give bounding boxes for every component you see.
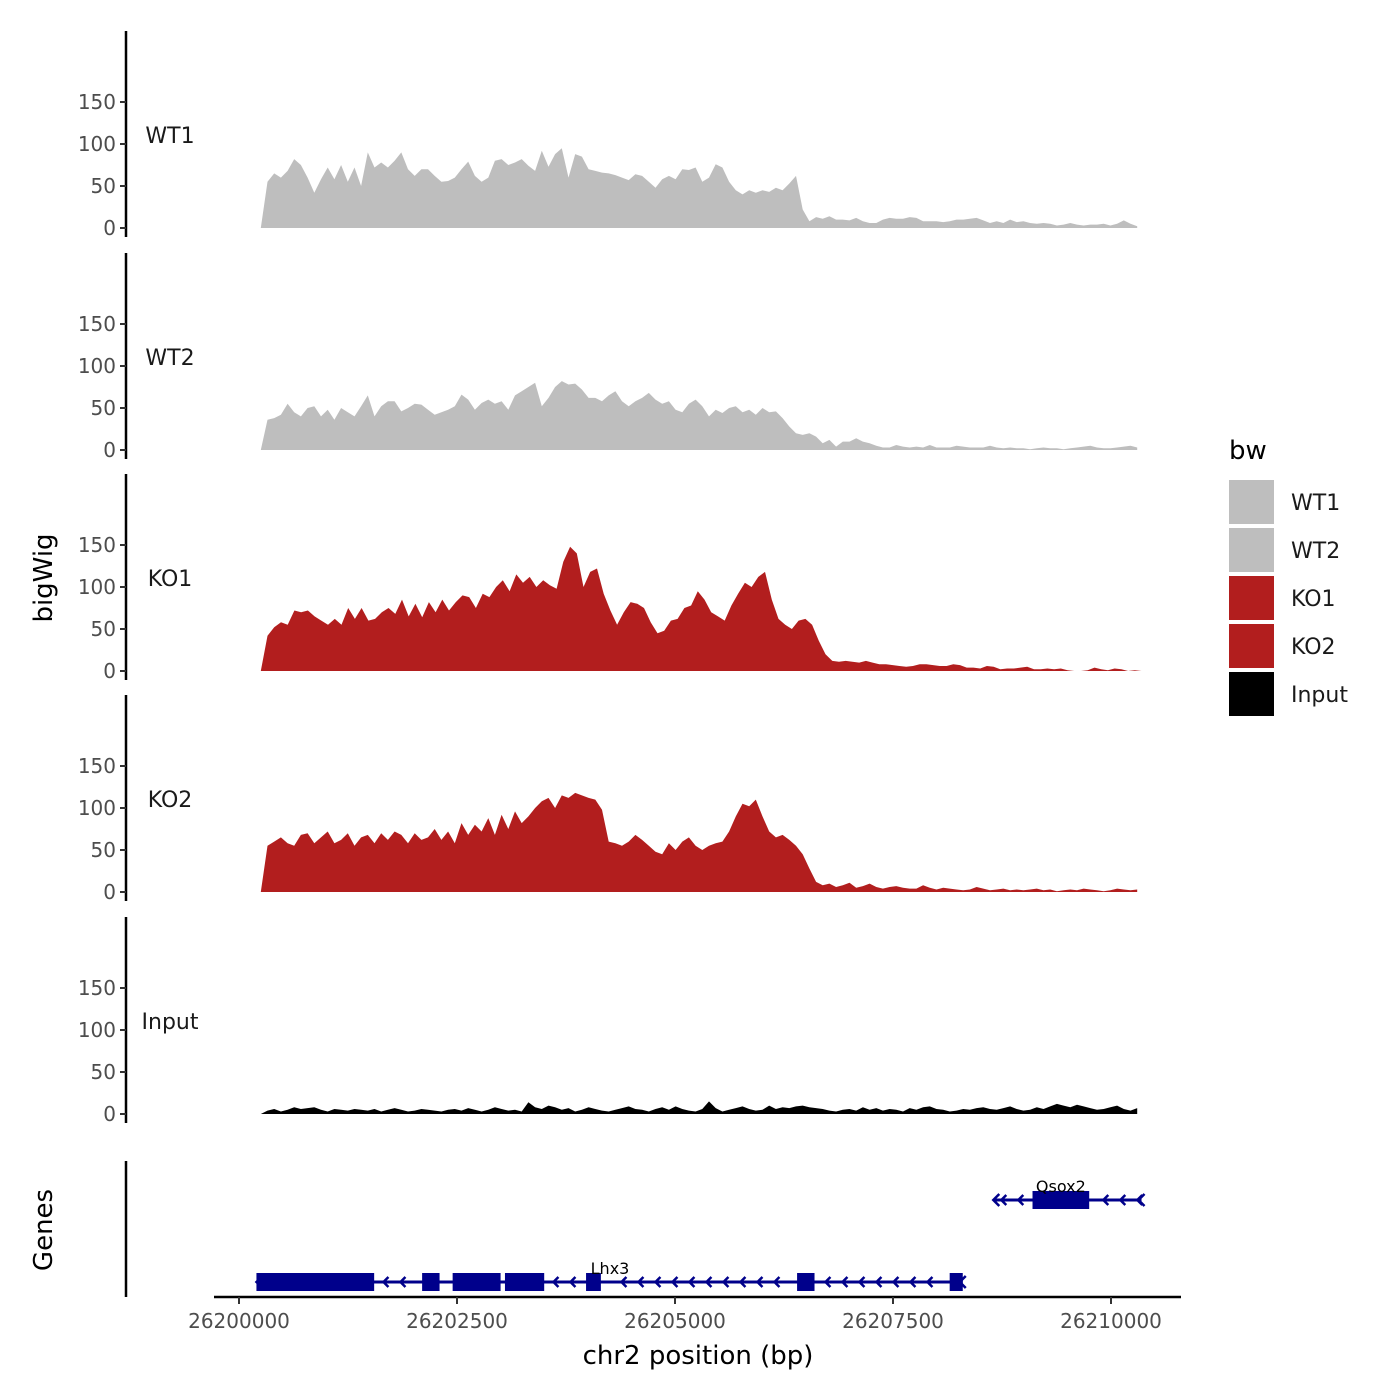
y-tick-label: 100 <box>78 796 116 820</box>
legend-label-input: Input <box>1291 683 1348 708</box>
y-tick-label: 100 <box>78 354 116 378</box>
y-tick-label: 0 <box>103 216 116 240</box>
coverage-area-wt1 <box>260 148 1138 228</box>
strand-arrow <box>891 1276 900 1288</box>
strand-arrow <box>857 1276 866 1288</box>
legend: bw WT1 WT2 KO1 KO2 Input <box>1229 436 1348 716</box>
gene-name-label: Lhx3 <box>591 1259 630 1278</box>
x-tick-label: 26200000 <box>188 1309 290 1333</box>
y-tick-label: 100 <box>78 1018 116 1042</box>
y-tick-label: 150 <box>78 312 116 336</box>
y-tick-label: 150 <box>78 533 116 557</box>
x-tick-label: 26205000 <box>624 1309 726 1333</box>
y-tick-label: 0 <box>103 880 116 904</box>
legend-title: bw <box>1229 436 1267 466</box>
y-tick-label: 100 <box>78 575 116 599</box>
y-tick-label: 50 <box>91 396 116 420</box>
gene-name-label: Qsox2 <box>1036 1177 1086 1196</box>
x-tick-label: 26202500 <box>406 1309 508 1333</box>
track-wt2: 0 50 100 150 WT2 <box>78 253 1138 462</box>
strand-arrow <box>551 1276 560 1288</box>
strand-arrow <box>1016 1194 1025 1206</box>
track-input: 0 50 100 150 Input <box>78 917 1138 1126</box>
track-label-ko2: KO2 <box>148 788 193 813</box>
strand-arrow <box>1118 1194 1127 1206</box>
coverage-area-ko1 <box>260 546 1142 671</box>
x-tick-label: 26207500 <box>842 1309 944 1333</box>
track-label-wt2: WT2 <box>145 346 194 371</box>
legend-label-ko2: KO2 <box>1291 635 1336 660</box>
strand-arrow <box>874 1276 883 1288</box>
coverage-tracks: 0 50 100 150 WT1 0 50 100 150 WT2 0 50 100 150 KO1 0 50 1… <box>78 31 1142 1126</box>
track-ko2: 0 50 100 150 KO2 <box>78 695 1138 904</box>
y-tick-label: 150 <box>78 754 116 778</box>
track-label-ko1: KO1 <box>148 567 193 592</box>
legend-key-input <box>1229 672 1274 716</box>
legend-label-wt1: WT1 <box>1291 491 1340 516</box>
exon <box>586 1273 601 1291</box>
strand-arrow <box>738 1276 747 1288</box>
strand-arrow <box>721 1276 730 1288</box>
strand-arrow <box>568 1276 577 1288</box>
strand-arrow <box>653 1276 662 1288</box>
strand-arrow <box>908 1276 917 1288</box>
strand-arrow <box>840 1276 849 1288</box>
legend-key-wt1 <box>1229 480 1274 524</box>
exon <box>452 1273 501 1291</box>
strand-arrow <box>1136 1193 1146 1207</box>
y-tick-label: 150 <box>78 90 116 114</box>
exon <box>422 1273 440 1291</box>
exon <box>949 1273 963 1291</box>
y-tick-label: 50 <box>91 617 116 641</box>
y-tick-label: 0 <box>103 1102 116 1126</box>
strand-arrow <box>704 1276 713 1288</box>
x-tick-label: 26210000 <box>1060 1309 1162 1333</box>
y-tick-label: 0 <box>103 659 116 683</box>
track-ko1: 0 50 100 150 KO1 <box>78 474 1142 683</box>
strand-arrow <box>772 1276 781 1288</box>
coverage-area-input <box>260 1101 1138 1114</box>
legend-label-wt2: WT2 <box>1291 539 1340 564</box>
y-tick-label: 50 <box>91 838 116 862</box>
y-tick-label: 0 <box>103 438 116 462</box>
legend-label-ko1: KO1 <box>1291 587 1336 612</box>
strand-arrow <box>1101 1194 1110 1206</box>
y-tick-label: 50 <box>91 1060 116 1084</box>
y-tick-label: 50 <box>91 174 116 198</box>
x-axis-title: chr2 position (bp) <box>583 1341 814 1371</box>
strand-arrow <box>999 1194 1008 1206</box>
exon <box>504 1273 545 1291</box>
strand-arrow <box>636 1276 645 1288</box>
strand-arrow <box>670 1276 679 1288</box>
gene-qsox2: Qsox2 <box>991 1177 1146 1209</box>
coverage-area-wt2 <box>260 381 1138 450</box>
y-tick-label: 150 <box>78 976 116 1000</box>
genes-axis-title: Genes <box>29 1189 59 1271</box>
strand-arrow <box>925 1276 934 1288</box>
legend-key-wt2 <box>1229 528 1274 572</box>
x-axis: 26200000 26202500 26205000 26207500 26210000 <box>188 1295 1181 1333</box>
exon <box>1032 1191 1090 1209</box>
strand-arrow <box>755 1276 764 1288</box>
gene-lhx3: Lhx3 <box>254 1259 967 1291</box>
strand-arrow <box>687 1276 696 1288</box>
strand-arrow <box>991 1193 1001 1207</box>
legend-key-ko2 <box>1229 624 1274 668</box>
coverage-area-ko2 <box>260 792 1138 892</box>
gene-track: Lhx3 Qsox2 <box>124 1161 1146 1297</box>
strand-arrow <box>381 1276 390 1288</box>
track-label-wt1: WT1 <box>145 124 194 149</box>
legend-key-ko1 <box>1229 576 1274 620</box>
strand-arrow <box>823 1276 832 1288</box>
strand-arrow <box>398 1276 407 1288</box>
track-label-input: Input <box>142 1010 199 1035</box>
strand-arrow <box>619 1276 628 1288</box>
exon <box>256 1273 375 1291</box>
track-wt1: 0 50 100 150 WT1 <box>78 31 1138 240</box>
y-axis-title: bigWig <box>29 533 59 622</box>
exon <box>797 1273 815 1291</box>
y-tick-label: 100 <box>78 132 116 156</box>
